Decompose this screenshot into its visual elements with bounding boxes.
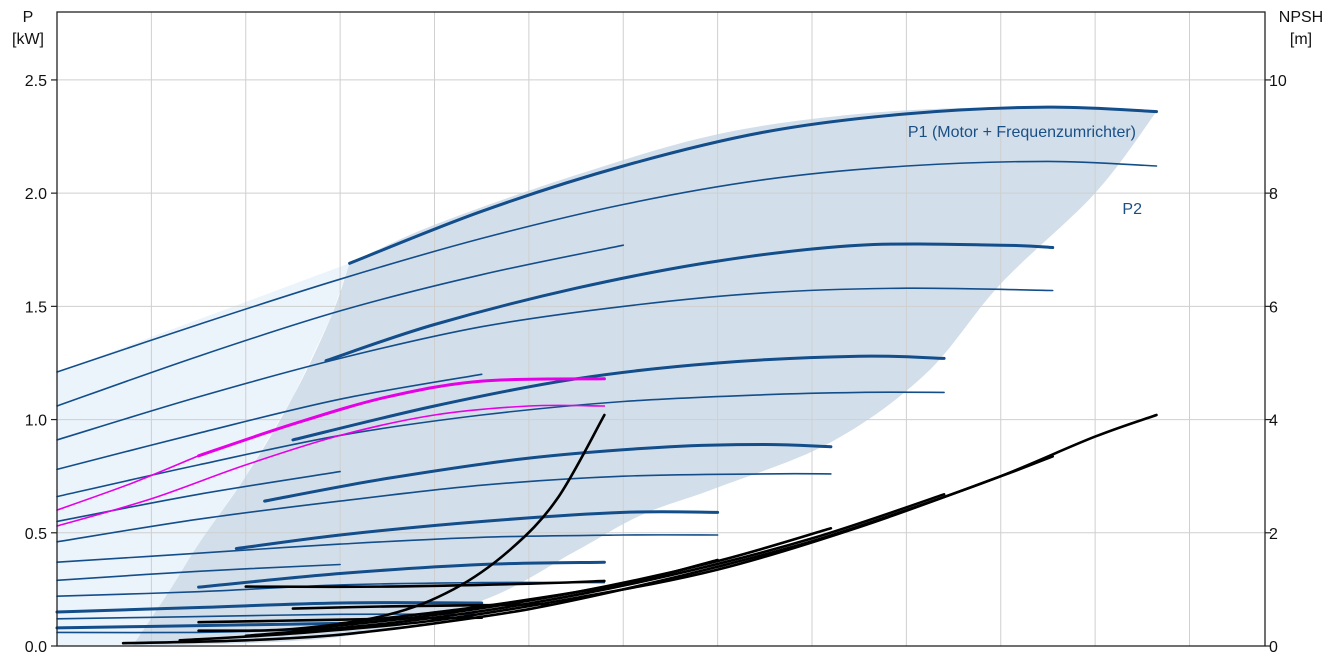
operating-region-fills (57, 106, 1159, 646)
power-curve-2 (56, 160, 1158, 373)
left-tick-label: 1.5 (25, 299, 47, 316)
right-axis-ticks: 0 2 4 6 8 10 (1265, 73, 1287, 653)
right-axis-title-line2: [m] (1290, 31, 1312, 48)
right-tick-label: 6 (1269, 299, 1278, 316)
left-axis-title-line2: [kW] (12, 31, 44, 48)
left-tick-label: 2.0 (25, 186, 47, 203)
highlight-curve-2 (56, 404, 606, 527)
highlight-curve-3 (56, 455, 200, 511)
power-curve-8 (56, 391, 945, 498)
annotation-p1: P1 (Motor + Frequenzumrichter) (908, 124, 1136, 141)
npsh-curve-4 (244, 493, 946, 638)
left-axis-title-line1: P (23, 9, 34, 26)
npsh-curve-3 (178, 455, 1054, 642)
left-tick-label: 0.5 (25, 526, 47, 543)
power-curve-15 (197, 560, 606, 589)
power-curve-6 (56, 373, 483, 471)
power-curve-16 (56, 581, 606, 597)
power-curve-11 (56, 472, 832, 543)
power-curve-10 (263, 443, 833, 503)
power-curve-14 (56, 563, 341, 582)
power-curve-3 (56, 244, 625, 407)
operating-region-fill (132, 106, 1159, 646)
left-tick-label: 0.0 (25, 639, 47, 653)
npsh-curve-7 (244, 579, 606, 589)
left-tick-label: 1.0 (25, 413, 47, 430)
power-curve-17 (55, 601, 484, 614)
power-curve-5 (56, 287, 1054, 441)
right-tick-label: 8 (1269, 186, 1278, 203)
plot-frame (56, 11, 1266, 647)
power-curve-19 (55, 621, 342, 630)
power-curve-9 (56, 470, 341, 523)
right-tick-label: 4 (1269, 413, 1278, 430)
right-tick-label: 0 (1269, 639, 1278, 653)
left-tick-label: 2.5 (25, 73, 47, 90)
npsh-curve-8 (291, 602, 550, 610)
power-curve-12 (234, 510, 720, 551)
power-curve-1 (348, 105, 1158, 265)
power-curve-7 (291, 354, 946, 442)
npsh-curve-9 (197, 616, 483, 624)
highlight-curve-1 (197, 377, 606, 458)
right-tick-label: 10 (1269, 73, 1287, 90)
annotation-p2: P2 (1122, 201, 1142, 218)
right-tick-label: 2 (1269, 526, 1278, 543)
power-curve-4 (324, 242, 1055, 363)
curves (55, 105, 1158, 645)
right-axis-title-line1: NPSH (1279, 9, 1323, 26)
power-curve-13 (56, 534, 719, 563)
npsh-curve-6 (338, 558, 719, 625)
left-axis-ticks: 0.0 0.5 1.0 1.5 2.0 2.5 (25, 73, 57, 653)
